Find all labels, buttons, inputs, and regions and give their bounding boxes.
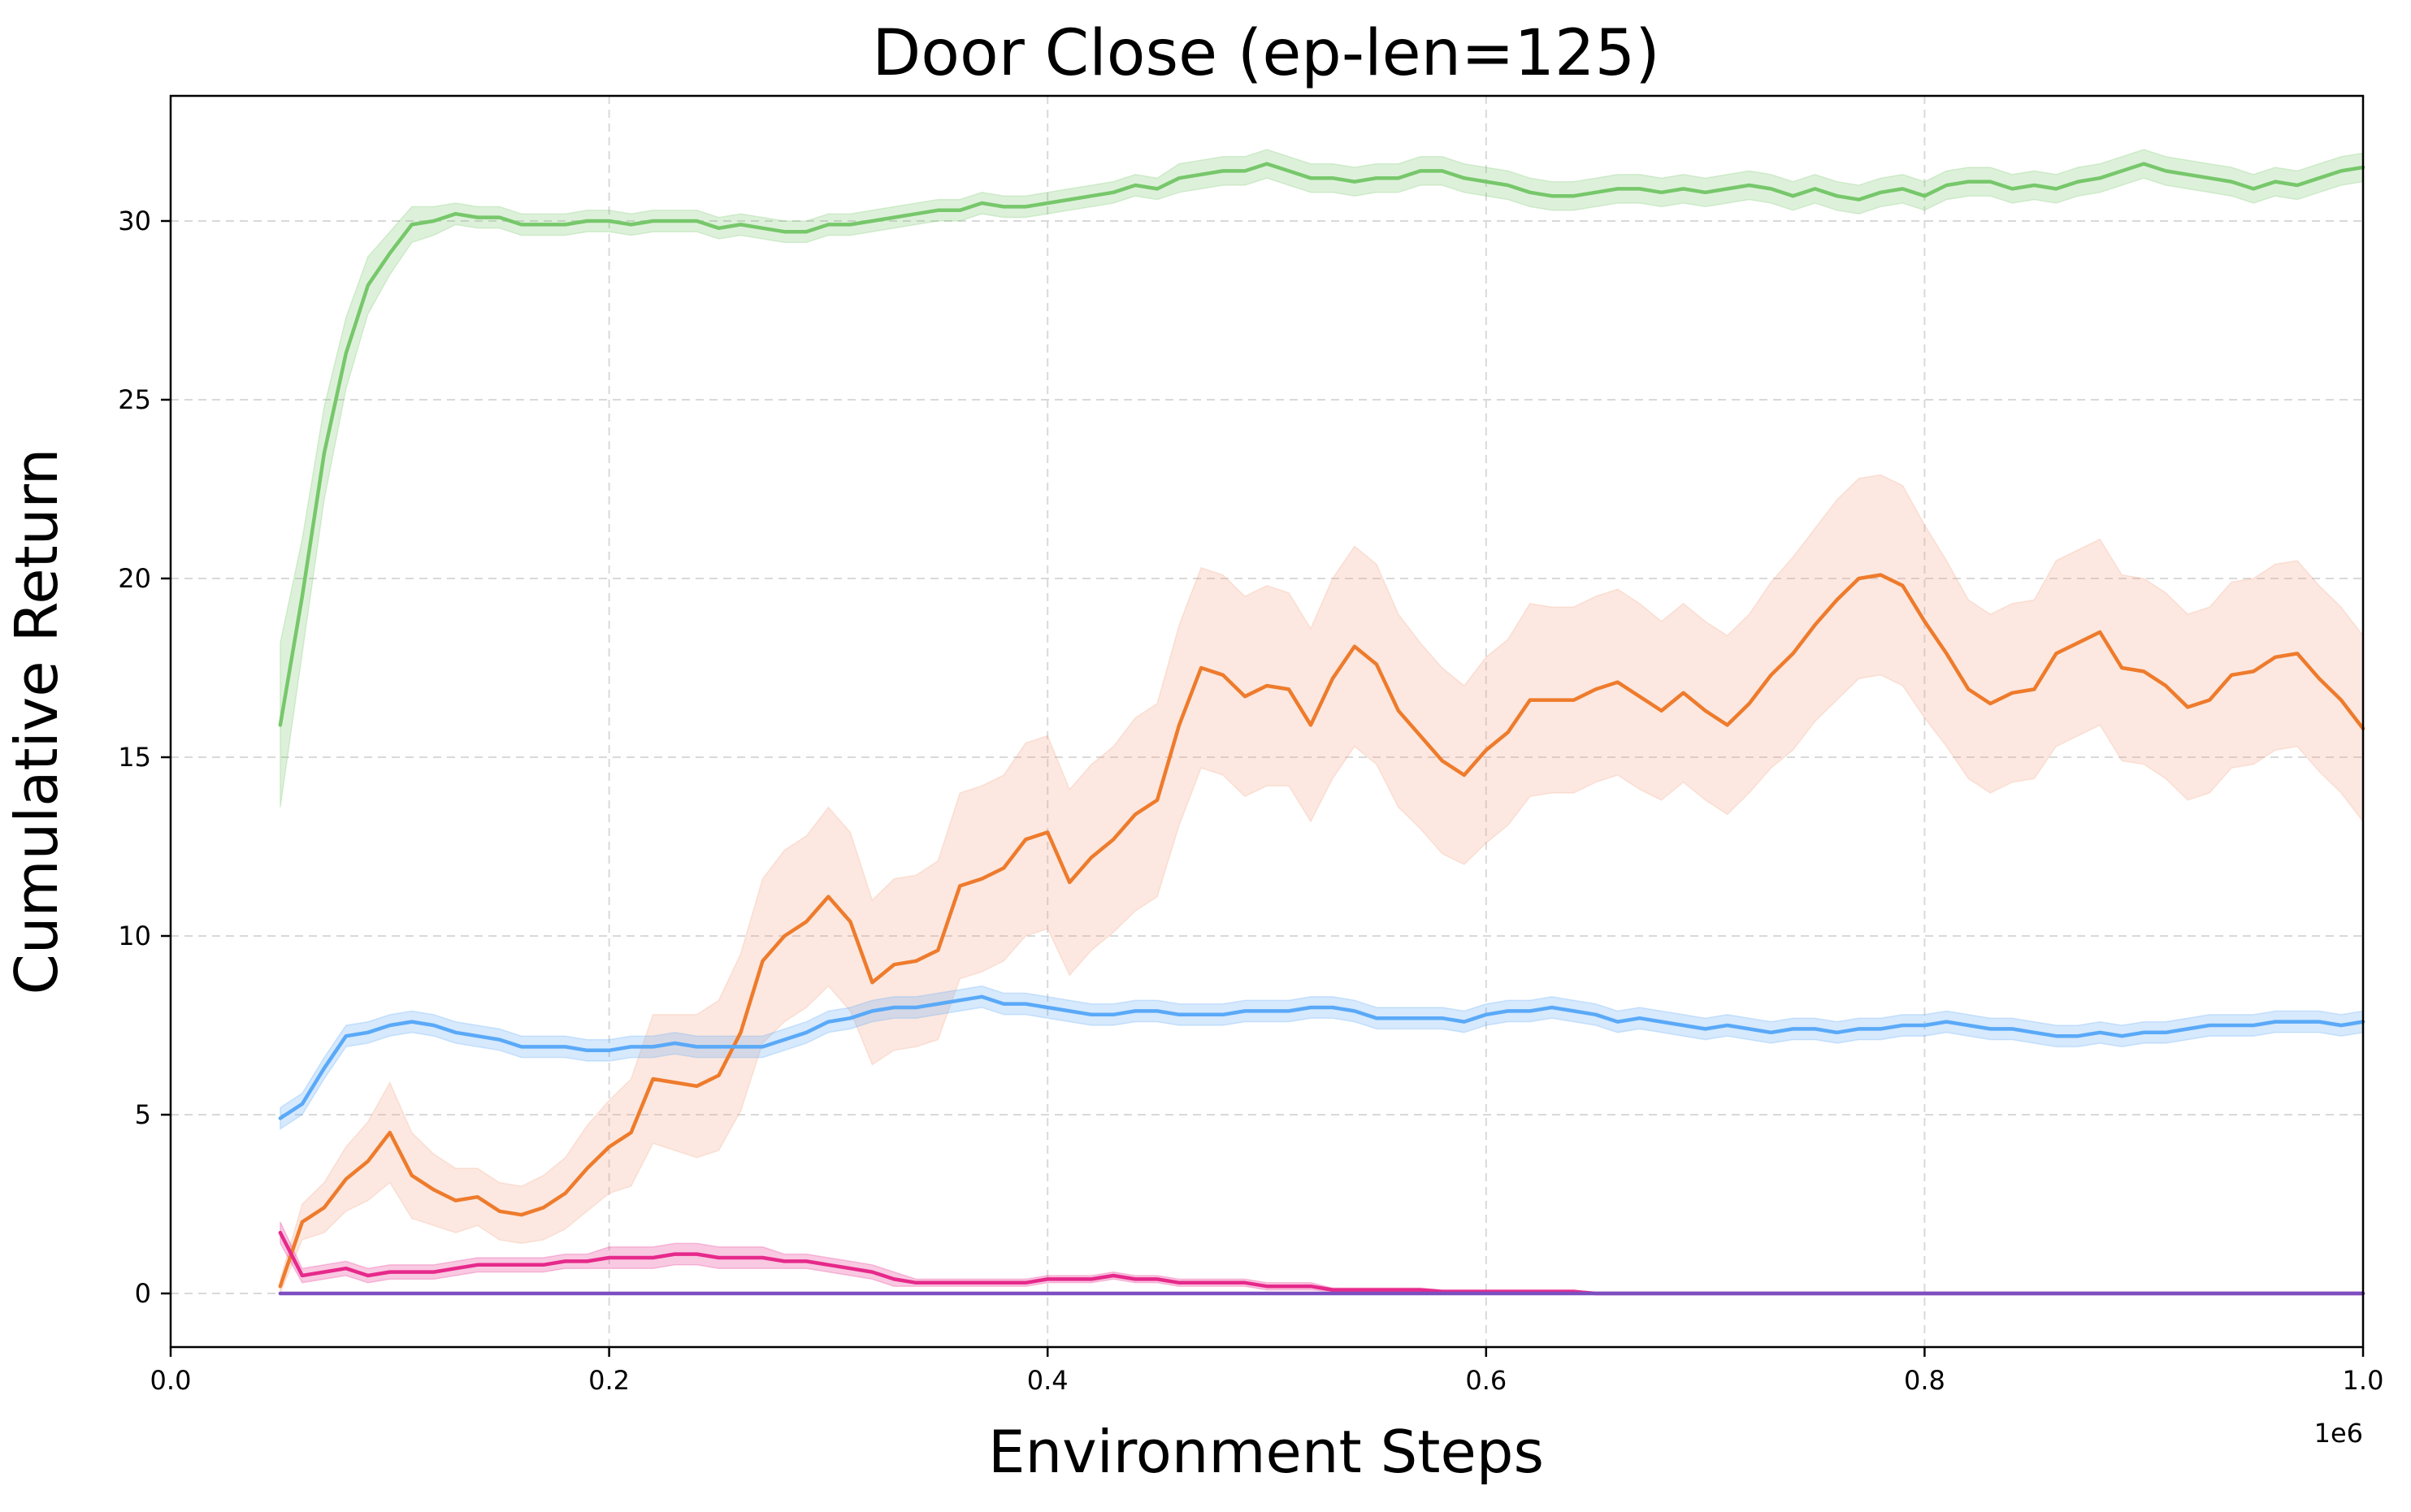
- axis-ticks: 0.0 0.2 0.4 0.6 0.8 1.0 0 5 10 15 20 25 30: [118, 206, 2383, 1396]
- chart-title: Door Close (ep-len=125): [872, 17, 1659, 90]
- x-tick-label: 0.2: [588, 1365, 630, 1396]
- y-tick-label: 15: [118, 742, 151, 773]
- series-0-line: [278, 162, 2365, 727]
- x-tick-label: 0.6: [1465, 1365, 1507, 1396]
- y-tick-label: 5: [135, 1099, 151, 1130]
- x-axis-label: Environment Steps: [988, 1418, 1544, 1486]
- x-tick-label: 0.4: [1027, 1365, 1069, 1396]
- x-tick-label: 1.0: [2343, 1365, 2384, 1396]
- x-tick-label: 0.0: [150, 1365, 192, 1396]
- x-axis-offset-label: 1e6: [2314, 1418, 2363, 1449]
- y-tick-label: 10: [118, 921, 151, 951]
- x-tick-label: 0.8: [1904, 1365, 1945, 1396]
- series-1-line: [278, 573, 2365, 1289]
- plot-frame: [169, 94, 2365, 1349]
- y-axis-label: Cumulative Return: [2, 448, 71, 995]
- y-tick-label: 0: [135, 1278, 151, 1309]
- y-tick-label: 25: [118, 384, 151, 415]
- series-lines: [278, 162, 2365, 1296]
- y-tick-label: 30: [118, 206, 151, 236]
- series-2-line: [278, 994, 2365, 1120]
- y-tick-label: 20: [118, 563, 151, 594]
